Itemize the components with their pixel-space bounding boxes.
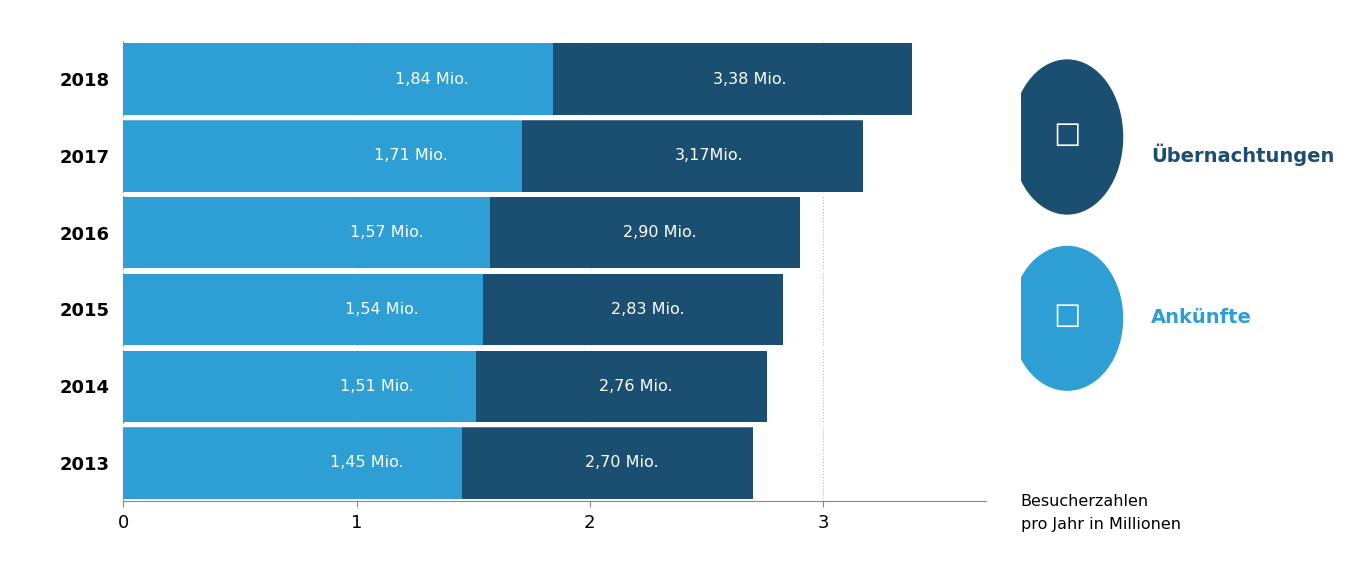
Text: Übernachtungen: Übernachtungen [1151,143,1334,166]
Text: 1,51 Mio.: 1,51 Mio. [340,379,414,394]
Bar [123,350,475,422]
Bar [552,44,912,115]
Bar [123,197,489,268]
Text: ☐: ☐ [1054,122,1081,152]
Text: ☐: ☐ [1054,304,1081,333]
Text: 1,54 Mio.: 1,54 Mio. [345,302,419,317]
Text: 3,17Mio.: 3,17Mio. [675,149,744,163]
Text: 2,90 Mio.: 2,90 Mio. [623,225,697,240]
Bar [522,120,863,192]
Text: Besucherzahlen
pro Jahr in Millionen: Besucherzahlen pro Jahr in Millionen [1021,494,1181,532]
Text: 2,83 Mio.: 2,83 Mio. [611,302,685,317]
Text: 1,71 Mio.: 1,71 Mio. [374,149,448,163]
Text: 2,70 Mio.: 2,70 Mio. [585,455,659,470]
Bar [475,350,767,422]
Text: 2,76 Mio.: 2,76 Mio. [599,379,673,394]
Text: 1,45 Mio.: 1,45 Mio. [330,455,404,470]
Bar [489,197,800,268]
Bar [123,274,482,345]
Text: Ankünfte: Ankünfte [1151,308,1252,327]
Bar [482,274,784,345]
Bar [123,44,552,115]
Bar [123,120,522,192]
Ellipse shape [1012,247,1122,390]
Text: 1,57 Mio.: 1,57 Mio. [351,225,423,240]
Text: 1,84 Mio.: 1,84 Mio. [396,72,470,87]
Ellipse shape [1012,60,1122,214]
Bar [123,427,462,498]
Text: 3,38 Mio.: 3,38 Mio. [714,72,786,87]
Bar [462,427,754,498]
